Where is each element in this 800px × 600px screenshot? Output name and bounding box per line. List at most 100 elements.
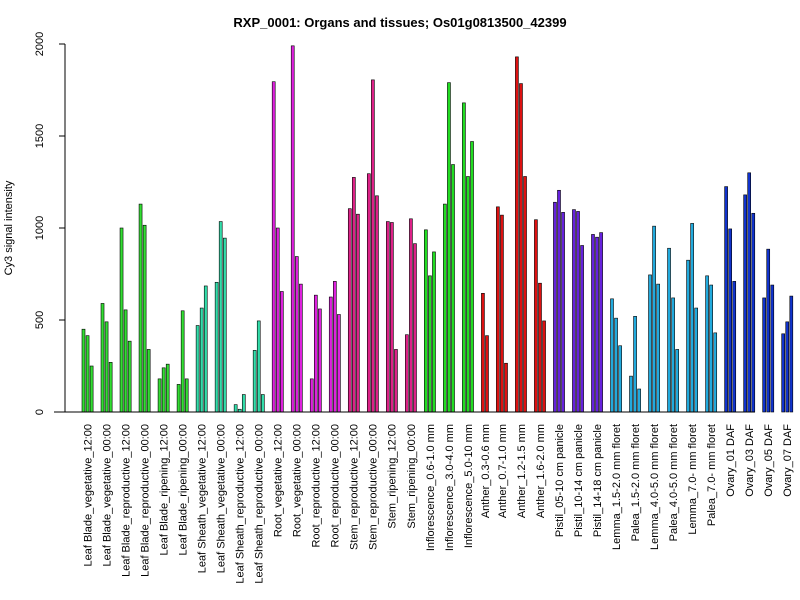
bar bbox=[352, 177, 356, 413]
category-label: Anther_0.7-1.0 mm bbox=[497, 424, 509, 518]
bar bbox=[89, 365, 94, 413]
bar bbox=[81, 328, 86, 413]
bar bbox=[104, 321, 109, 413]
bar bbox=[675, 349, 679, 413]
bar bbox=[652, 225, 656, 413]
bar bbox=[648, 274, 652, 413]
bar bbox=[337, 314, 341, 413]
bar bbox=[108, 362, 113, 413]
category-label: Pistil_10-14 cm panicle bbox=[573, 424, 585, 537]
bar bbox=[504, 362, 508, 413]
chart-title: RXP_0001: Organs and tissues; Os01g08135… bbox=[233, 15, 566, 30]
bar bbox=[222, 237, 227, 413]
category-label: Ovary_05 DAF bbox=[763, 424, 775, 497]
bar bbox=[241, 394, 246, 413]
bar bbox=[709, 284, 713, 413]
bar bbox=[542, 320, 546, 413]
bar bbox=[728, 228, 732, 413]
bar bbox=[424, 229, 428, 413]
category-label: Inflorescence_5.0-10 mm bbox=[463, 424, 475, 548]
category-label: Stem_reproductive_12:00 bbox=[349, 424, 361, 550]
bar bbox=[390, 222, 394, 413]
bar bbox=[591, 234, 595, 413]
y-tick-label: 0 bbox=[34, 409, 46, 415]
bar bbox=[328, 296, 333, 413]
bar bbox=[375, 195, 379, 413]
bar bbox=[561, 212, 565, 413]
y-tick-label: 2000 bbox=[34, 32, 46, 56]
bar bbox=[515, 56, 519, 413]
category-label: Leaf Sheath_reproductive_12:00 bbox=[235, 424, 247, 584]
bar bbox=[233, 404, 238, 413]
bar bbox=[686, 259, 690, 413]
category-label: Leaf Blade_vegetative_12:00 bbox=[82, 424, 94, 567]
category-label: Leaf Blade_reproductive_00:00 bbox=[139, 424, 151, 577]
bar bbox=[405, 334, 409, 413]
category-label: Palea_1.5-2.0 mm floret bbox=[630, 424, 642, 541]
category-label: Anther_0.3-0.6 mm bbox=[480, 424, 492, 518]
y-tick-label: 500 bbox=[34, 311, 46, 329]
category-labels: Leaf Blade_vegetative_12:00 Leaf Blade_ve… bbox=[82, 424, 794, 584]
bar bbox=[614, 317, 618, 413]
bar bbox=[766, 248, 771, 413]
bar bbox=[618, 345, 622, 413]
bar bbox=[157, 378, 162, 413]
bar bbox=[762, 297, 766, 413]
bar bbox=[496, 206, 500, 413]
bar bbox=[366, 173, 371, 413]
bars-layer bbox=[81, 45, 794, 413]
bar bbox=[451, 164, 455, 413]
bar bbox=[161, 367, 166, 413]
bar bbox=[690, 223, 694, 413]
bar bbox=[165, 363, 170, 413]
category-label: Lemma_1.5-2.0 mm floret bbox=[611, 424, 623, 550]
category-label: Leaf Sheath_reproductive_00:00 bbox=[254, 424, 266, 584]
bar bbox=[252, 350, 257, 413]
bar bbox=[743, 194, 747, 413]
bar bbox=[123, 309, 128, 413]
bar bbox=[180, 310, 185, 413]
category-label: Leaf Blade_reproductive_12:00 bbox=[120, 424, 132, 577]
bar bbox=[127, 340, 132, 413]
bar bbox=[100, 303, 105, 413]
bar bbox=[413, 243, 417, 413]
bar bbox=[671, 297, 675, 413]
bar bbox=[595, 236, 599, 413]
category-label: Palea_4.0-5.0 mm floret bbox=[668, 424, 680, 541]
bar bbox=[256, 320, 261, 413]
bar bbox=[318, 308, 322, 413]
bar bbox=[576, 211, 580, 413]
category-label: Ovary_07 DAF bbox=[782, 424, 794, 497]
bar bbox=[214, 281, 219, 413]
bar bbox=[299, 283, 303, 413]
bar bbox=[199, 307, 204, 413]
bar bbox=[694, 307, 699, 413]
bar bbox=[667, 247, 671, 413]
bar bbox=[85, 335, 90, 413]
bar bbox=[599, 232, 603, 413]
category-label: Anther_1.2-1.5 mm bbox=[516, 424, 528, 518]
bar bbox=[462, 102, 466, 413]
category-label: Leaf Blade_ripening_00:00 bbox=[178, 424, 190, 556]
y-axis: 0 500 1000 1500 2000 bbox=[34, 32, 66, 415]
category-label: Palea_7.0- mm floret bbox=[706, 424, 718, 526]
category-label: Root_vegetative_12:00 bbox=[273, 424, 285, 537]
bar bbox=[275, 227, 280, 413]
bar bbox=[371, 79, 375, 413]
bar bbox=[751, 212, 756, 413]
category-label: Leaf Blade_ripening_12:00 bbox=[158, 424, 170, 556]
category-label: Pistil_05-10 cm panicle bbox=[554, 424, 566, 537]
bar bbox=[637, 388, 641, 413]
y-axis-label: Cy3 signal intensity bbox=[3, 180, 15, 275]
bar bbox=[394, 349, 398, 413]
category-label: Stem_ripening_12:00 bbox=[387, 424, 399, 529]
category-label: Lemma_7.0- mm floret bbox=[687, 424, 699, 535]
bar bbox=[656, 283, 660, 413]
bar bbox=[138, 203, 143, 413]
bar bbox=[572, 209, 576, 413]
bar bbox=[747, 172, 752, 413]
bar bbox=[356, 213, 360, 413]
bar bbox=[184, 378, 189, 413]
bar bbox=[732, 281, 737, 413]
